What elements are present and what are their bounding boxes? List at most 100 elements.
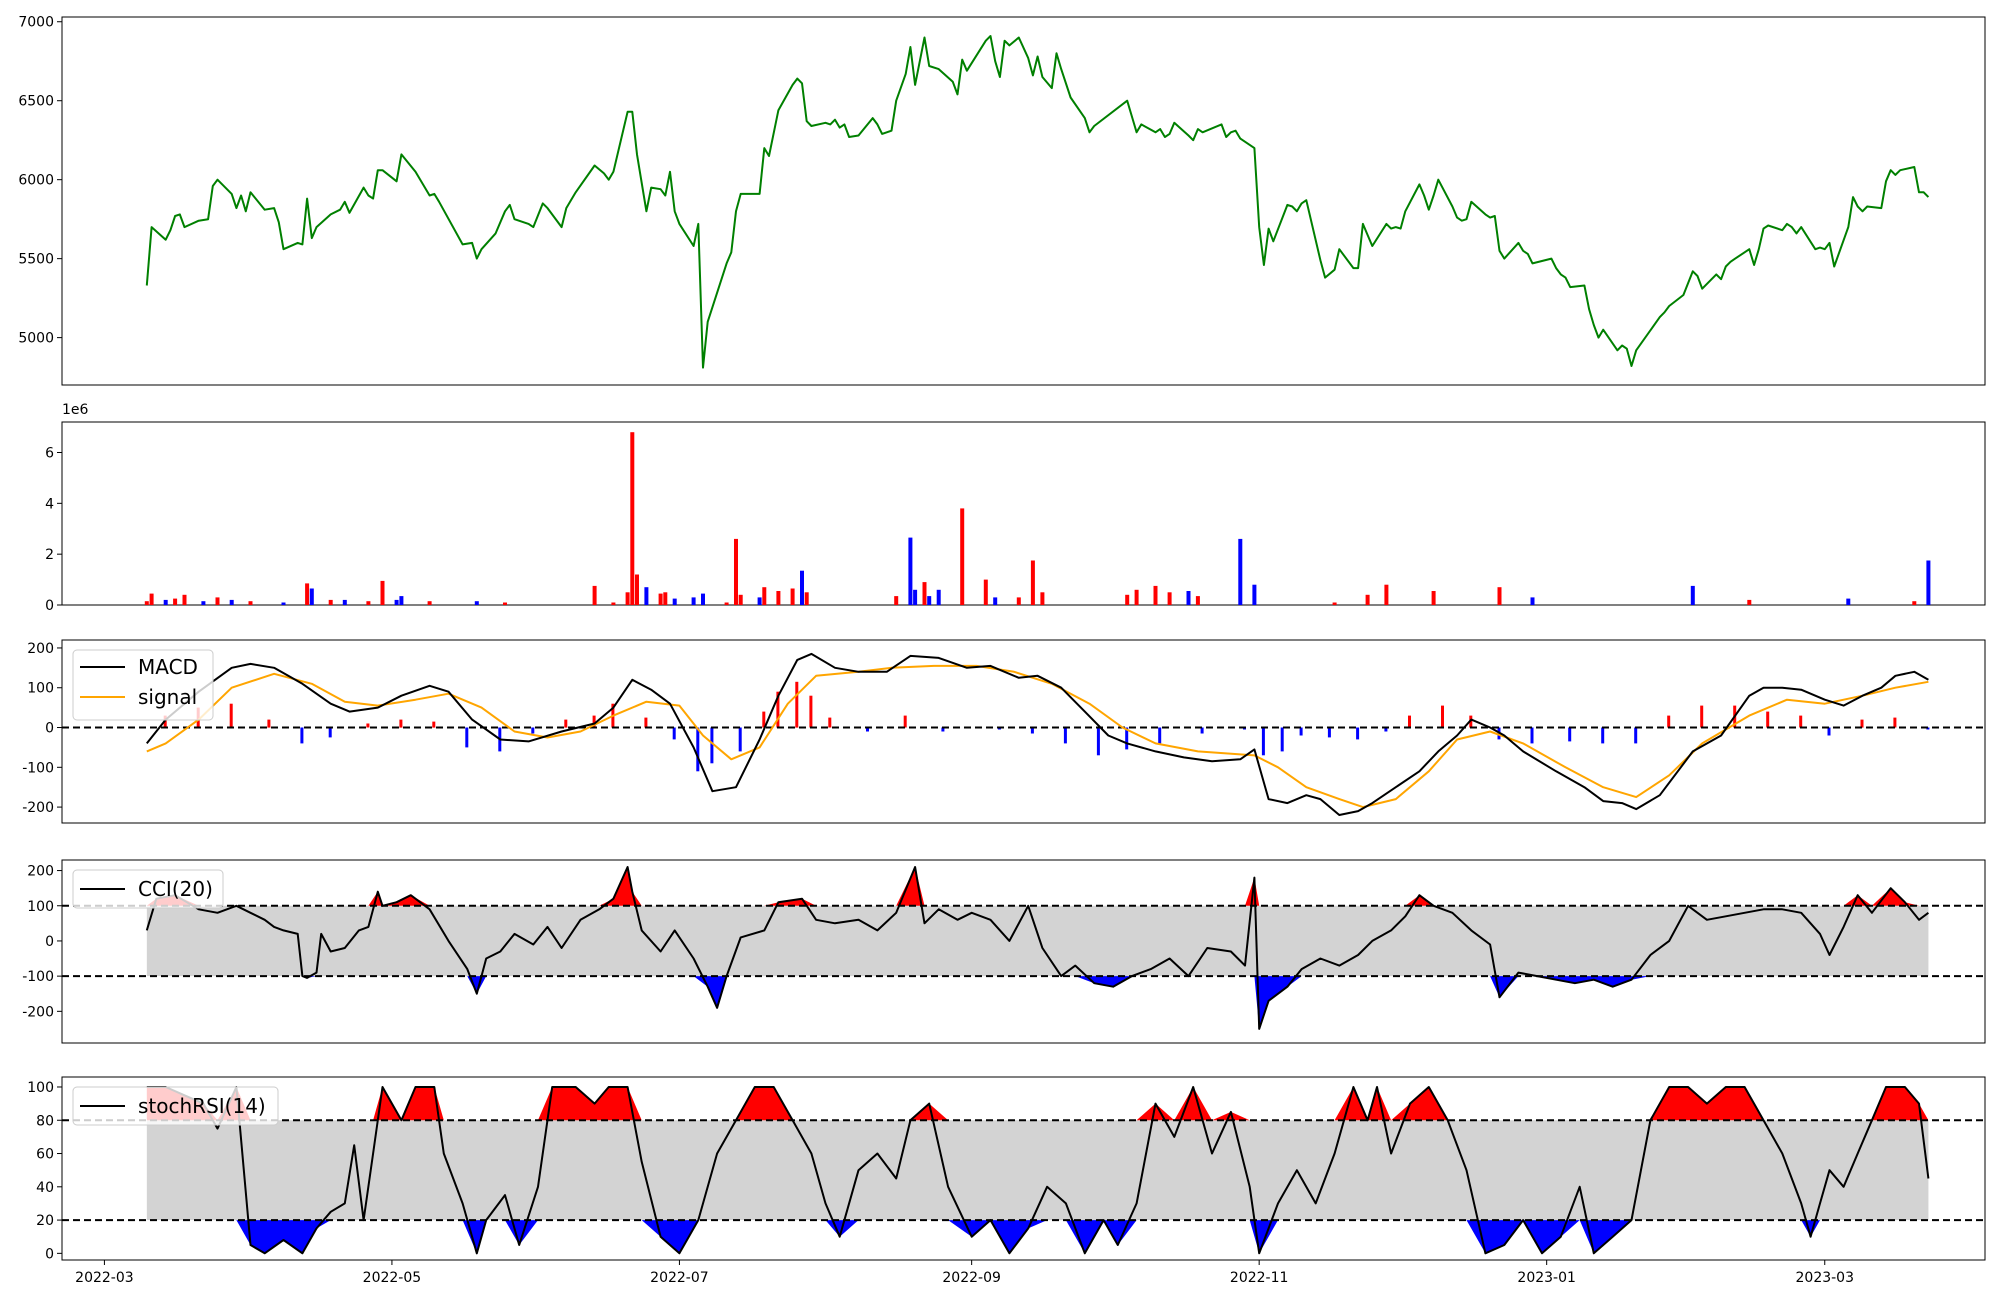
macd-histogram-bar [592, 715, 596, 728]
macd-histogram-bar [1441, 705, 1444, 728]
macd-histogram-bar [795, 681, 799, 728]
volume-bar [163, 599, 168, 605]
volume-bar [1252, 584, 1257, 605]
panel-4-ytick-label: 0 [45, 1246, 54, 1262]
volume-bar [1153, 585, 1158, 605]
panel-4-ytick-label: 40 [36, 1180, 54, 1196]
macd-histogram-bar [1530, 727, 1534, 744]
volume-bar [1690, 585, 1695, 605]
volume-bar [1040, 592, 1045, 605]
volume-bar [1125, 594, 1130, 605]
volume-bar [1747, 599, 1752, 605]
volume-bar [149, 593, 154, 605]
volume-bar [1846, 598, 1851, 605]
volume-bar [1332, 602, 1337, 605]
volume-bar [922, 582, 927, 605]
macd-histogram-bar [1125, 727, 1129, 750]
panel-2-ytick-label: 0 [45, 721, 54, 737]
volume-bar [927, 596, 932, 605]
volume-bar [1016, 597, 1021, 605]
macd-histogram-bar [776, 691, 780, 728]
volume-bar [215, 597, 220, 605]
volume-bar [1497, 587, 1502, 605]
volume-bar [182, 594, 187, 605]
panel-3-legend: CCI(20) [72, 869, 224, 909]
volume-bar [1912, 601, 1917, 605]
volume-bar [776, 591, 781, 605]
volume-bar [762, 587, 767, 605]
panel-4-legend-box [72, 1086, 279, 1126]
volume-bar [630, 432, 635, 605]
macd-histogram-bar [1568, 727, 1572, 742]
panel-3-ytick-label: 0 [45, 934, 54, 950]
panel-3-legend-box [72, 869, 224, 909]
panel-2-ytick-label: -100 [22, 760, 54, 776]
volume-bar [1030, 560, 1035, 605]
volume-bar [366, 601, 371, 605]
panel-3-legend-label: CCI(20) [138, 877, 213, 901]
macd-histogram-bar [229, 703, 233, 728]
macd-histogram-bar [1299, 727, 1303, 736]
panel-2-ytick-label: 200 [27, 641, 54, 657]
macd-histogram-bar [1827, 727, 1831, 736]
volume-bar [913, 589, 918, 606]
panel-3-ytick-label: 100 [27, 899, 54, 915]
volume-bar [144, 601, 149, 605]
macd-histogram-bar [644, 717, 648, 728]
volume-bar [503, 602, 507, 605]
macd-histogram-bar [399, 719, 403, 728]
x-tick-label: 2022-03 [75, 1270, 134, 1286]
volume-bar [328, 599, 333, 605]
x-tick-label: 2022-09 [942, 1270, 1001, 1286]
macd-histogram-bar [866, 727, 869, 732]
panel-3-indicator-line [145, 866, 1929, 1030]
volume-bar [672, 598, 677, 605]
panel-2-ytick-label: 100 [27, 681, 54, 697]
price-line [145, 35, 1930, 369]
x-tick-label: 2022-05 [363, 1270, 422, 1286]
macd-histogram-bar [1096, 727, 1100, 756]
signal-legend-label: signal [138, 685, 197, 709]
macd-histogram-bar [809, 695, 813, 728]
volume-bar [691, 597, 696, 605]
signal-line [146, 664, 1929, 809]
panel-0-ytick-label: 5500 [18, 252, 54, 268]
volume-bar [936, 589, 941, 606]
volume-bar [201, 601, 206, 605]
volume-bar [1365, 594, 1370, 605]
macd-histogram-bar [672, 727, 676, 740]
macd-histogram-bar [267, 719, 271, 728]
panel-4-legend: stochRSI(14) [72, 1086, 279, 1126]
volume-bar [1431, 591, 1436, 605]
macd-histogram-bar [1634, 727, 1638, 744]
volume-bar [960, 508, 965, 605]
macd-histogram-bar [903, 715, 907, 728]
panel-4-ytick-label: 60 [36, 1147, 54, 1163]
volume-bar [281, 602, 286, 605]
volume-bar [309, 588, 314, 605]
volume-bar [1134, 589, 1139, 606]
macd-histogram-bar [300, 727, 304, 744]
volume-bar [611, 602, 616, 605]
panel-1-ytick-label: 2 [45, 547, 54, 563]
macd-histogram-bar [1384, 727, 1388, 732]
macd-histogram-bar [1200, 727, 1204, 734]
volume-bar [983, 579, 988, 605]
macd-histogram-bar [1158, 727, 1162, 744]
panel-4-ytick-label: 20 [36, 1213, 54, 1229]
volume-bar [394, 599, 399, 605]
panel-4-ytick-label: 80 [36, 1113, 54, 1129]
volume-bar [229, 599, 234, 605]
panel-0-ytick-label: 5000 [18, 331, 54, 347]
macd-histogram-bar [1030, 727, 1034, 734]
volume-bar [800, 570, 804, 605]
macd-histogram-bar [1667, 715, 1671, 728]
panel-4-indicator-line [146, 1086, 1930, 1255]
macd-histogram-bar [710, 727, 714, 764]
volume-scale-offset: 1e6 [62, 402, 89, 418]
volume-bar [635, 574, 639, 605]
macd-legend: MACD signal [72, 649, 214, 721]
panel-4-legend-label: stochRSI(14) [138, 1094, 266, 1118]
